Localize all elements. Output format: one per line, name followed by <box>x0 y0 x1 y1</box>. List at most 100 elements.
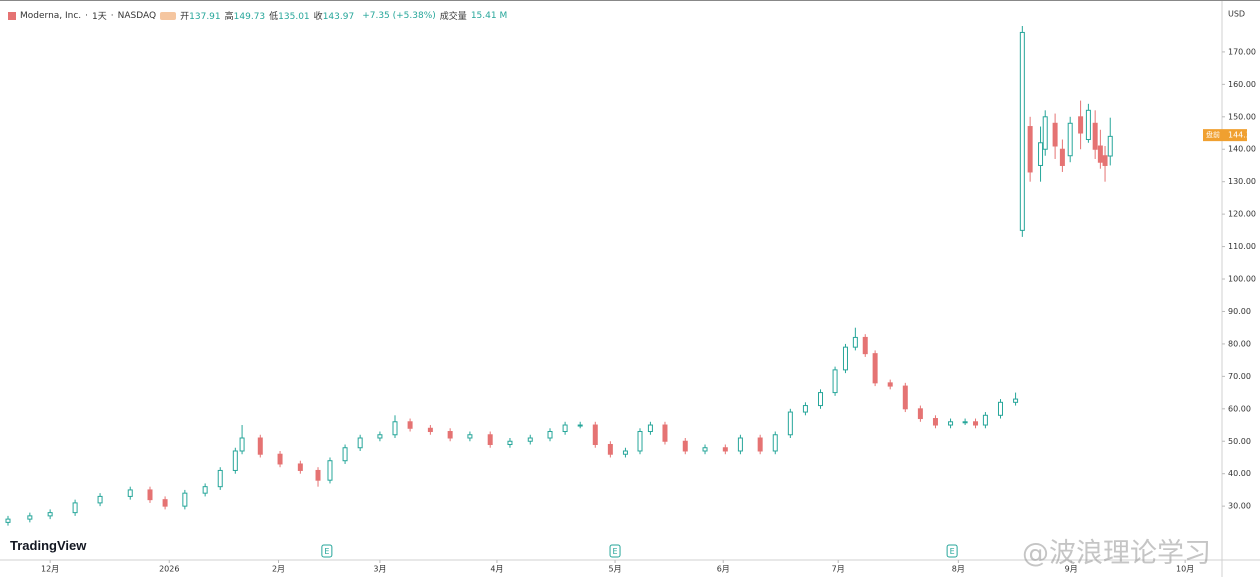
event-marker <box>609 544 621 558</box>
candle-body <box>932 418 938 426</box>
change: +7.35 (+5.38%) <box>362 10 436 21</box>
y-tick-label: 60.00 <box>1228 404 1251 413</box>
candle-body <box>47 512 53 517</box>
candle-body <box>487 434 493 445</box>
y-tick-label: 170.00 <box>1228 47 1256 56</box>
candle-body <box>818 392 824 407</box>
candle-body <box>592 424 598 445</box>
candle-body <box>1085 109 1091 141</box>
y-tick-label: 90.00 <box>1228 307 1251 316</box>
candle-body <box>342 447 348 462</box>
candle-body <box>842 346 848 371</box>
candle-body <box>97 495 103 504</box>
candle-body <box>232 450 238 471</box>
y-tick-label: 110.00 <box>1228 242 1256 251</box>
x-tick-label: 3月 <box>373 565 386 574</box>
x-tick-label: 2026 <box>159 565 179 574</box>
candle-body <box>1019 31 1025 231</box>
candle-body <box>997 401 1003 416</box>
candle-body <box>1097 145 1103 163</box>
candle-body <box>315 469 321 481</box>
candle-body <box>297 463 303 471</box>
volume: 15.41 M <box>470 10 508 21</box>
brand-logo: TradingView <box>10 538 87 553</box>
price-tag-label: 盘前 <box>1206 130 1220 139</box>
candle-body <box>427 427 433 433</box>
event-marker <box>946 544 958 558</box>
x-tick-label: 10月 <box>1176 565 1194 574</box>
candle-body <box>27 515 33 520</box>
currency: USD <box>1228 10 1245 19</box>
field-label: 低 <box>269 12 279 22</box>
candle-body <box>467 434 473 439</box>
candle-body <box>1013 398 1019 403</box>
candle-body <box>787 411 793 436</box>
candle-body <box>562 424 568 433</box>
candle-body <box>917 408 923 420</box>
y-tick-label: 80.00 <box>1228 339 1251 348</box>
candle-body <box>973 421 979 426</box>
candle-body <box>622 450 628 455</box>
event-label: E <box>950 547 955 556</box>
y-tick-label: 100.00 <box>1228 275 1256 284</box>
field-value: 149.73 <box>233 12 266 22</box>
candle-body <box>72 502 78 514</box>
field-label: 开 <box>180 12 190 22</box>
candle-body <box>757 437 763 452</box>
candle-body <box>277 453 283 465</box>
candle-body <box>962 421 968 424</box>
candle-body <box>1078 116 1084 134</box>
symbol-logo <box>8 11 16 20</box>
candle-body <box>217 469 223 488</box>
y-tick-label: 40.00 <box>1228 469 1251 478</box>
candle-body <box>182 492 188 507</box>
candle-body <box>607 443 613 455</box>
x-tick-label: 7月 <box>832 565 845 574</box>
candle-body <box>832 369 838 394</box>
event-marker <box>321 544 333 558</box>
field-label: 收 <box>313 12 323 22</box>
candle-body <box>162 499 168 507</box>
field-label: 高 <box>224 12 234 22</box>
volume-label: 成交量 <box>439 12 467 22</box>
candle-body <box>5 518 11 523</box>
candle-body <box>647 424 653 433</box>
price-tag-value: 144.35 <box>1228 131 1256 140</box>
candle-body <box>862 336 868 355</box>
candle-body <box>577 424 583 427</box>
x-tick-label: 2月 <box>272 565 285 574</box>
candle-body <box>202 486 208 494</box>
candle-body <box>948 421 954 426</box>
candle-body <box>802 405 808 413</box>
candle-body <box>1052 122 1058 147</box>
x-tick-label: 4月 <box>490 565 503 574</box>
ohlc-fields: 开137.91 高149.73 低135.01 收143.97 <box>180 9 358 22</box>
event-label: E <box>613 547 618 556</box>
candle-body <box>1038 142 1044 166</box>
field-value: 135.01 <box>278 12 310 22</box>
x-tick-label: 9月 <box>1065 565 1078 574</box>
candle-body <box>1092 122 1098 150</box>
candle-body <box>852 336 858 348</box>
symbol-name: Moderna, Inc. <box>20 10 82 21</box>
y-tick-label: 160.00 <box>1228 80 1256 89</box>
candle-body <box>392 421 398 436</box>
candle-body <box>1042 116 1048 150</box>
candle-body <box>1027 126 1033 173</box>
candle-body <box>982 414 988 426</box>
y-tick-label: 50.00 <box>1228 437 1251 446</box>
candle-body <box>722 447 728 452</box>
candle-body <box>147 489 153 501</box>
candle-body <box>1067 122 1073 157</box>
candle-body <box>902 385 908 410</box>
candle-body <box>702 447 708 452</box>
candle-body <box>127 489 133 497</box>
candle-body <box>507 440 513 445</box>
candle-body <box>447 431 453 439</box>
candle-body <box>737 437 743 452</box>
y-tick-label: 140.00 <box>1228 145 1256 154</box>
x-tick-label: 6月 <box>717 565 730 574</box>
candle-body <box>1107 135 1113 157</box>
field-value: 137.91 <box>189 12 221 22</box>
